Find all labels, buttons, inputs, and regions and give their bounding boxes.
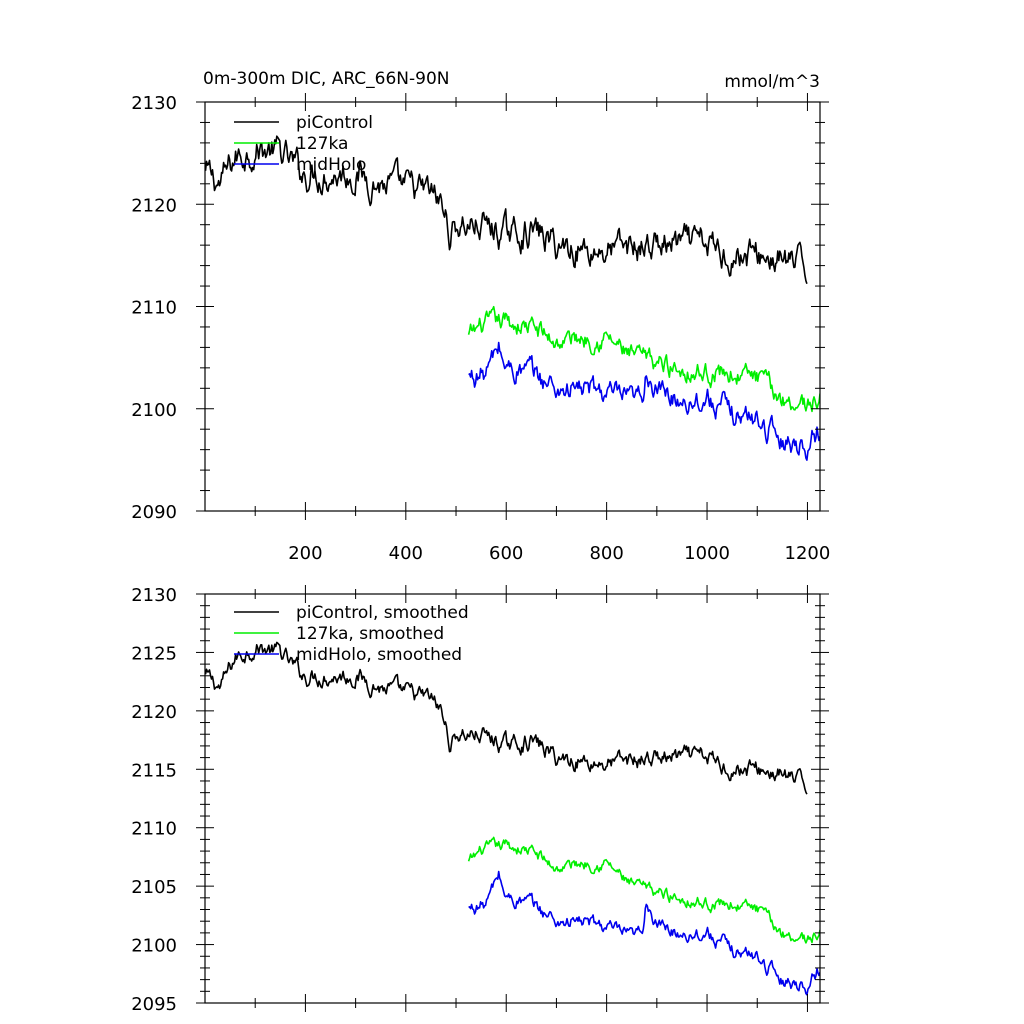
x-tick-label: 400 bbox=[389, 543, 423, 564]
plot-frame bbox=[204, 593, 821, 1004]
y-tick-label: 2120 bbox=[131, 702, 177, 723]
panel-title: 0m-300m DIC, ARC_66N-90N bbox=[203, 69, 450, 89]
y-axis: 2095 2100 2105 2110 2115 2120 2125 2130 bbox=[131, 585, 829, 1015]
plot-area-smoothed: 2095 2100 2105 2110 2115 2120 2125 2130 piContro… bbox=[131, 585, 829, 1015]
series-line-127ka bbox=[467, 836, 820, 944]
y-tick-label: 2115 bbox=[131, 760, 177, 781]
panel-smoothed: 2095 2100 2105 2110 2115 2120 2125 2130 piContro… bbox=[131, 585, 829, 1015]
y-tick-label: 2120 bbox=[131, 195, 177, 216]
series-line-127ka bbox=[467, 305, 820, 413]
x-tick-label: 800 bbox=[589, 543, 623, 564]
legend-label: midHolo, smoothed bbox=[296, 645, 462, 665]
legend-label: piControl bbox=[296, 113, 373, 133]
series-line-picontrol bbox=[205, 641, 808, 795]
y-tick-label: 2100 bbox=[131, 400, 177, 421]
y-tick-label: 2090 bbox=[131, 502, 177, 523]
x-axis bbox=[254, 585, 808, 1012]
x-tick-label: 600 bbox=[489, 543, 523, 564]
units-label: mmol/m^3 bbox=[724, 72, 820, 92]
y-tick-label: 2105 bbox=[131, 877, 177, 898]
series-line-picontrol bbox=[205, 135, 808, 285]
y-tick-label: 2100 bbox=[131, 936, 177, 957]
legend-label: midHolo bbox=[296, 155, 366, 175]
y-tick-label: 2095 bbox=[131, 994, 177, 1015]
series-group bbox=[205, 135, 820, 461]
x-tick-label: 1000 bbox=[684, 543, 730, 564]
y-tick-label: 2110 bbox=[131, 819, 177, 840]
legend-label: 127ka, smoothed bbox=[296, 624, 444, 644]
y-tick-label: 2130 bbox=[131, 585, 177, 606]
x-axis: 200 400 600 800 1000 1200 bbox=[254, 93, 831, 564]
x-tick-label: 200 bbox=[288, 543, 322, 564]
y-tick-label: 2110 bbox=[131, 298, 177, 319]
series-group bbox=[205, 641, 820, 996]
plot-area-raw: 200 400 600 800 1000 1200 2090 2100 2110 2120 2130… bbox=[131, 93, 830, 564]
x-tick-label: 1200 bbox=[785, 543, 831, 564]
series-line-midholo bbox=[468, 870, 820, 996]
legend-label: 127ka bbox=[296, 134, 348, 154]
panel-raw: 0m-300m DIC, ARC_66N-90N mmol/m^3 200 400… bbox=[131, 69, 830, 564]
y-tick-label: 2130 bbox=[131, 93, 177, 114]
y-tick-label: 2125 bbox=[131, 643, 177, 664]
series-line-midholo bbox=[468, 341, 820, 461]
y-axis: 2090 2100 2110 2120 2130 bbox=[131, 93, 829, 523]
legend-label: piControl, smoothed bbox=[296, 603, 469, 623]
